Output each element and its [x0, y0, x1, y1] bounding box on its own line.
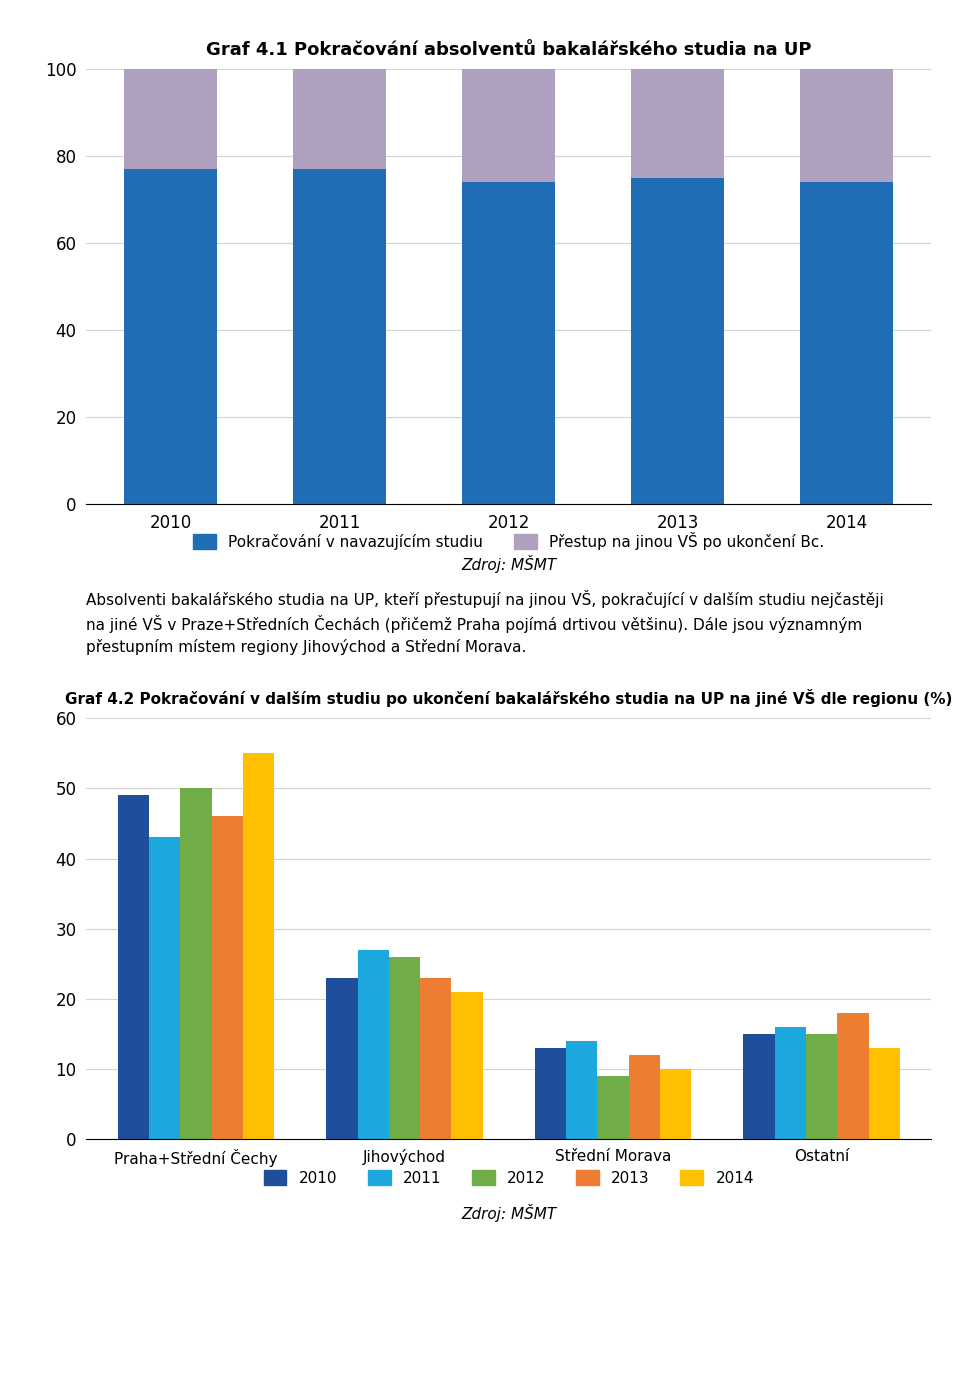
Bar	[801, 69, 893, 182]
Text: Zdroj: MŠMT: Zdroj: MŠMT	[461, 555, 557, 573]
Text: Zdroj: MŠMT: Zdroj: MŠMT	[461, 1204, 557, 1222]
Bar	[451, 992, 483, 1139]
Text: Absolventi bakalářského studia na UP, kteří přestupují na jinou VŠ, pokračující : Absolventi bakalářského studia na UP, kt…	[86, 590, 884, 608]
Bar	[743, 1034, 775, 1139]
Bar	[125, 69, 217, 168]
Bar	[566, 1041, 597, 1139]
Bar	[420, 978, 451, 1139]
Text: na jiné VŠ v Praze+Středních Čechách (přičemž Praha pojímá drtivou většinu). Dál: na jiné VŠ v Praze+Středních Čechách (př…	[86, 615, 863, 632]
Title: Graf 4.1 Pokračování absolventů bakalářského studia na UP: Graf 4.1 Pokračování absolventů bakalářs…	[206, 41, 811, 59]
Bar	[535, 1048, 566, 1139]
Bar	[775, 1027, 806, 1139]
Bar	[463, 182, 555, 504]
Bar	[806, 1034, 837, 1139]
Bar	[463, 69, 555, 182]
Bar	[869, 1048, 900, 1139]
Legend: Pokračování v navazujícím studiu, Přestup na jinou VŠ po ukončení Bc.: Pokračování v navazujícím studiu, Přestu…	[187, 526, 830, 555]
Bar	[243, 753, 275, 1139]
Bar	[125, 168, 217, 504]
Title: Graf 4.2 Pokračování v dalším studiu po ukončení bakalářského studia na UP na ji: Graf 4.2 Pokračování v dalším studiu po …	[65, 689, 952, 707]
Bar	[118, 795, 149, 1139]
Bar	[632, 69, 724, 178]
Bar	[629, 1055, 660, 1139]
Bar	[211, 816, 243, 1139]
Bar	[837, 1014, 869, 1139]
Bar	[294, 168, 386, 504]
Bar	[357, 950, 389, 1139]
Bar	[597, 1076, 629, 1139]
Bar	[660, 1069, 691, 1139]
Bar	[180, 789, 211, 1139]
Bar	[801, 182, 893, 504]
Bar	[326, 978, 357, 1139]
Bar	[389, 957, 420, 1139]
Text: přestupním místem regiony Jihovýchod a Střední Morava.: přestupním místem regiony Jihovýchod a S…	[86, 639, 527, 656]
Bar	[632, 178, 724, 504]
Bar	[149, 837, 180, 1139]
Bar	[294, 69, 386, 168]
Legend: 2010, 2011, 2012, 2013, 2014: 2010, 2011, 2012, 2013, 2014	[257, 1164, 760, 1192]
